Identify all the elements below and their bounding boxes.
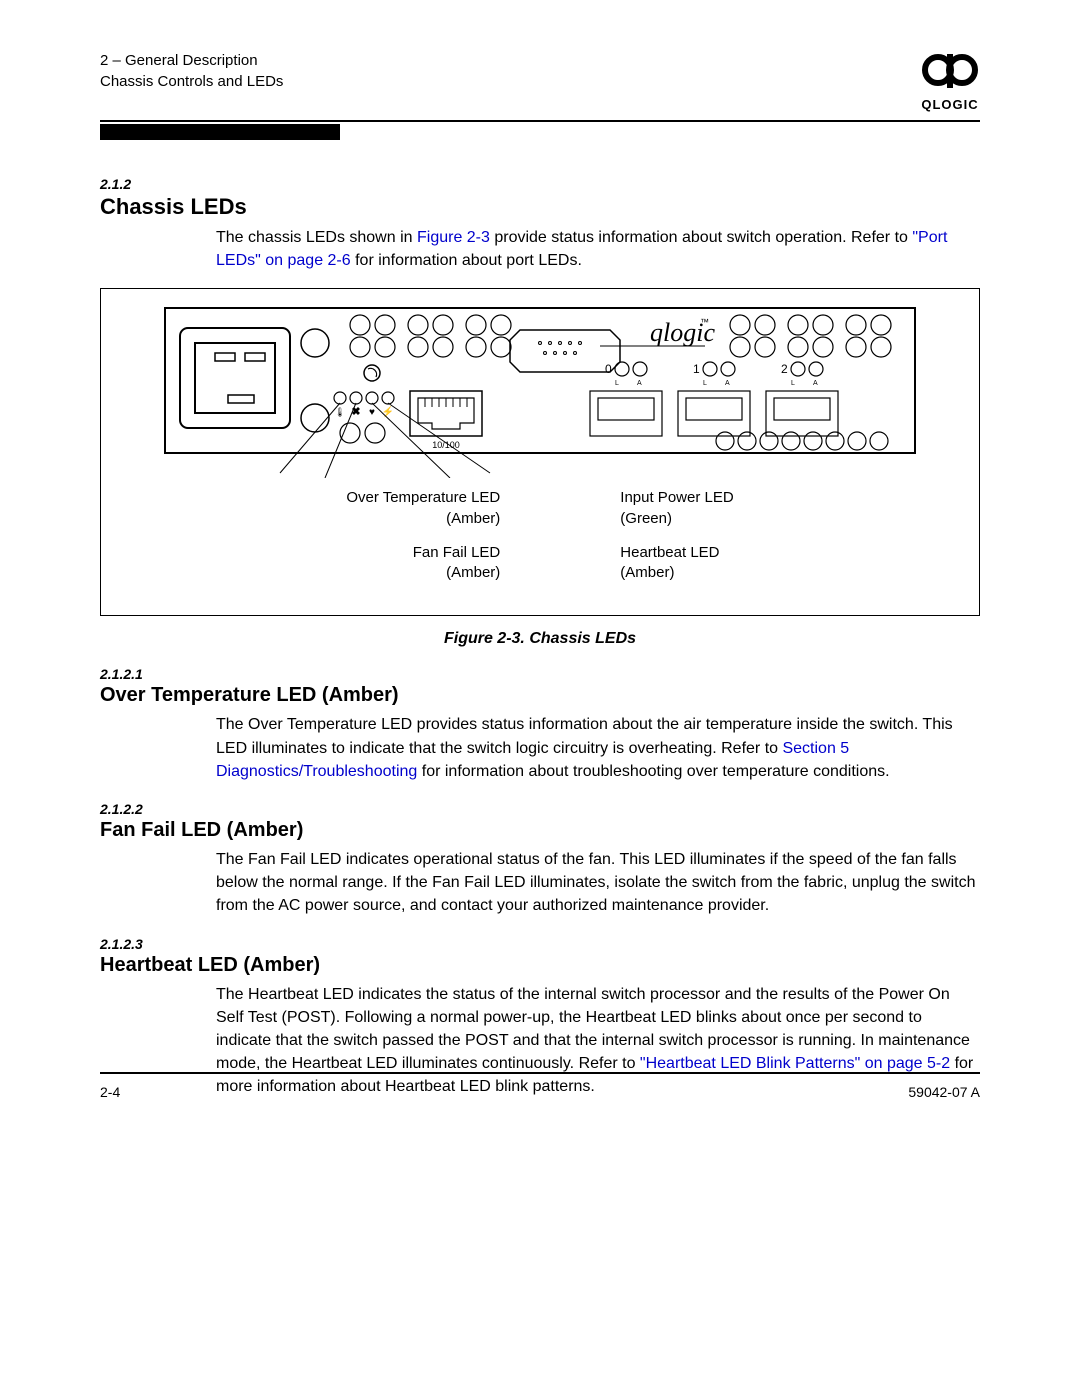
figure-caption: Figure 2-3. Chassis LEDs	[100, 630, 980, 648]
figure-callouts: Over Temperature LED (Amber) Fan Fail LE…	[115, 488, 965, 597]
svg-text:2: 2	[781, 362, 788, 376]
callout-input-power-color: (Green)	[620, 510, 672, 527]
figure-link[interactable]: Figure 2-3	[417, 229, 490, 246]
svg-text:A: A	[637, 380, 642, 387]
subsection-body: The Over Temperature LED provides status…	[216, 713, 980, 783]
section-title: Chassis LEDs	[100, 194, 980, 220]
svg-text:A: A	[813, 380, 818, 387]
svg-text:0: 0	[605, 362, 612, 376]
footer-rule	[100, 1072, 980, 1074]
subsection-number: 2.1.2.1	[100, 666, 980, 682]
svg-text:A: A	[725, 380, 730, 387]
header-black-bar	[100, 124, 340, 140]
doc-number: 59042-07 A	[908, 1084, 980, 1100]
brand-logo: QLOGIC	[920, 50, 980, 112]
section-intro: The chassis LEDs shown in Figure 2-3 pro…	[216, 226, 980, 272]
page-footer: 2-4 59042-07 A	[100, 1084, 980, 1100]
document-page: 2 – General Description Chassis Controls…	[0, 0, 1080, 1138]
header-line2: Chassis Controls and LEDs	[100, 71, 283, 92]
svg-text:L: L	[615, 380, 619, 387]
callout-heartbeat-color: (Amber)	[620, 564, 674, 581]
chassis-diagram: 🌡 ✖ ♥ ⚡ 10/100 qlogic ™	[160, 303, 920, 478]
subsection-body: The Fan Fail LED indicates operational s…	[216, 848, 980, 918]
figure-container: 🌡 ✖ ♥ ⚡ 10/100 qlogic ™	[100, 288, 980, 616]
svg-text:™: ™	[700, 317, 709, 327]
callout-input-power: Input Power LED	[620, 489, 733, 506]
subsection-title: Over Temperature LED (Amber)	[100, 684, 980, 707]
brand-logo-text: QLOGIC	[920, 97, 980, 112]
subsection-title: Fan Fail LED (Amber)	[100, 819, 980, 842]
heartbeat-patterns-link[interactable]: "Heartbeat LED Blink Patterns" on page 5…	[640, 1055, 950, 1072]
header-text: 2 – General Description Chassis Controls…	[100, 50, 283, 92]
intro-text: provide status information about switch …	[490, 229, 912, 246]
intro-text: for information about port LEDs.	[351, 252, 582, 269]
svg-text:🌡: 🌡	[334, 407, 345, 417]
callout-fan-fail: Fan Fail LED	[413, 544, 501, 561]
ethernet-label: 10/100	[432, 440, 460, 450]
subsection-number: 2.1.2.3	[100, 936, 980, 952]
page-number: 2-4	[100, 1084, 120, 1100]
subsection-body: The Heartbeat LED indicates the status o…	[216, 983, 980, 1099]
header-rule	[100, 120, 980, 122]
callout-over-temp: Over Temperature LED	[346, 489, 500, 506]
callout-over-temp-color: (Amber)	[446, 510, 500, 527]
svg-text:⚡: ⚡	[382, 405, 394, 418]
qlogic-logo-icon	[920, 50, 980, 90]
svg-text:1: 1	[693, 362, 700, 376]
body-text: for information about troubleshooting ov…	[417, 763, 889, 780]
section-number: 2.1.2	[100, 176, 980, 192]
svg-text:L: L	[703, 380, 707, 387]
svg-text:♥: ♥	[369, 407, 375, 418]
header-line1: 2 – General Description	[100, 50, 283, 71]
intro-text: The chassis LEDs shown in	[216, 229, 417, 246]
svg-text:L: L	[791, 380, 795, 387]
callout-fan-fail-color: (Amber)	[446, 564, 500, 581]
subsection-number: 2.1.2.2	[100, 801, 980, 817]
subsection-title: Heartbeat LED (Amber)	[100, 954, 980, 977]
page-header: 2 – General Description Chassis Controls…	[100, 50, 980, 112]
callout-heartbeat: Heartbeat LED	[620, 544, 719, 561]
